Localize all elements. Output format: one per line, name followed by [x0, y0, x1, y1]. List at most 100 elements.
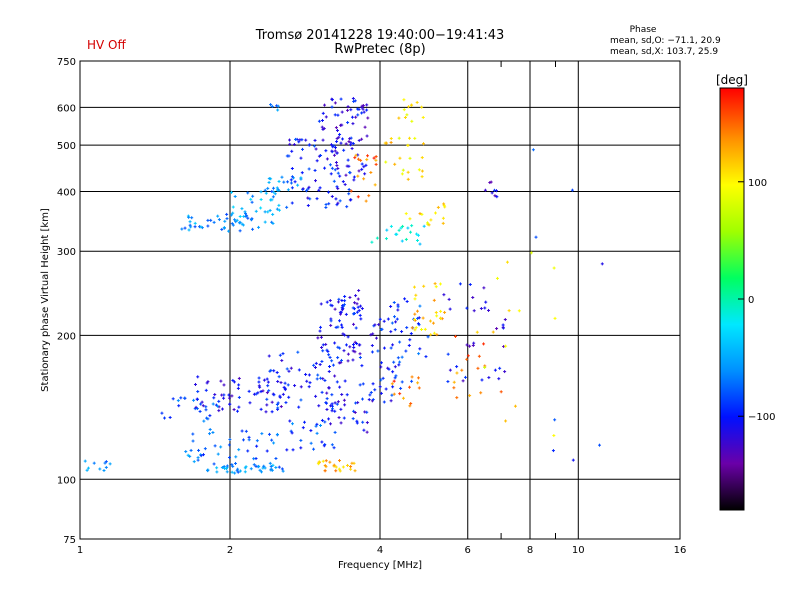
data-point [442, 202, 446, 206]
data-point [553, 316, 557, 320]
data-point [356, 157, 360, 161]
data-point [211, 430, 215, 434]
data-point [434, 311, 438, 315]
data-point [328, 460, 332, 464]
data-point [336, 325, 340, 329]
data-point [225, 470, 229, 474]
data-point [346, 158, 350, 162]
data-point [285, 154, 289, 158]
data-point [236, 470, 240, 474]
data-point [335, 164, 339, 168]
data-point [256, 391, 260, 395]
y-tick-label: 100 [57, 475, 76, 486]
data-point [360, 364, 364, 368]
data-point [389, 140, 393, 144]
data-point [335, 380, 339, 384]
data-point [429, 218, 433, 222]
data-point-layer [83, 96, 604, 475]
data-point [263, 466, 267, 470]
data-point [190, 216, 194, 220]
data-point [471, 343, 475, 347]
data-point [267, 432, 271, 436]
data-point [354, 294, 358, 298]
data-point [495, 195, 499, 199]
data-point [399, 226, 403, 230]
data-point [324, 205, 328, 209]
data-point [263, 188, 267, 192]
data-point [358, 313, 362, 317]
data-point [237, 376, 241, 380]
data-point [259, 470, 263, 474]
data-point [413, 312, 417, 316]
data-point [251, 194, 255, 198]
data-point [321, 111, 325, 115]
data-point [360, 162, 364, 166]
data-point [241, 438, 245, 442]
data-point [354, 401, 358, 405]
data-point [320, 346, 324, 350]
data-point [300, 171, 304, 175]
data-point [369, 170, 373, 174]
y-tick-label: 750 [57, 57, 76, 68]
data-point [193, 382, 197, 386]
data-point [288, 138, 292, 142]
data-point [220, 466, 224, 470]
data-point [280, 359, 284, 363]
data-point [370, 344, 374, 348]
data-point [409, 402, 413, 406]
data-point [191, 439, 195, 443]
data-point [274, 456, 278, 460]
data-point [393, 376, 397, 380]
data-point [417, 168, 421, 172]
data-point [261, 389, 265, 393]
data-point [382, 319, 386, 323]
data-point [406, 143, 410, 147]
data-point [491, 330, 495, 334]
x-tick-label: 10 [572, 545, 585, 556]
data-point [483, 188, 487, 192]
data-point [400, 330, 404, 334]
data-point [319, 335, 323, 339]
data-point [304, 189, 308, 193]
data-point [367, 398, 371, 402]
data-point [349, 198, 353, 202]
data-point [495, 327, 499, 331]
data-point [244, 429, 248, 433]
data-point [211, 402, 215, 406]
data-point [342, 148, 346, 152]
data-point [350, 147, 354, 151]
data-point [472, 309, 476, 313]
data-point [266, 384, 270, 388]
data-point [420, 212, 424, 216]
data-point [343, 299, 347, 303]
data-point [317, 404, 321, 408]
data-point [420, 156, 424, 160]
data-point [340, 393, 344, 397]
data-point [268, 208, 272, 212]
data-point [359, 158, 363, 162]
data-point [270, 400, 274, 404]
data-point [290, 167, 294, 171]
data-point [501, 323, 505, 327]
y-tick-label: 300 [57, 247, 76, 258]
data-point [346, 105, 350, 109]
data-point [171, 397, 175, 401]
data-point [312, 447, 316, 451]
data-point [265, 391, 269, 395]
data-point [315, 197, 319, 201]
data-point [365, 108, 369, 112]
data-point [177, 404, 181, 408]
data-point [270, 410, 274, 414]
data-point [397, 116, 401, 120]
data-point [418, 212, 422, 216]
data-point [429, 333, 433, 337]
data-point [351, 96, 355, 100]
data-point [281, 469, 285, 473]
data-point [330, 359, 334, 363]
data-point [217, 399, 221, 403]
data-point [299, 385, 303, 389]
data-point [280, 467, 284, 471]
data-point [252, 392, 256, 396]
data-point [270, 198, 274, 202]
data-point [330, 393, 334, 397]
